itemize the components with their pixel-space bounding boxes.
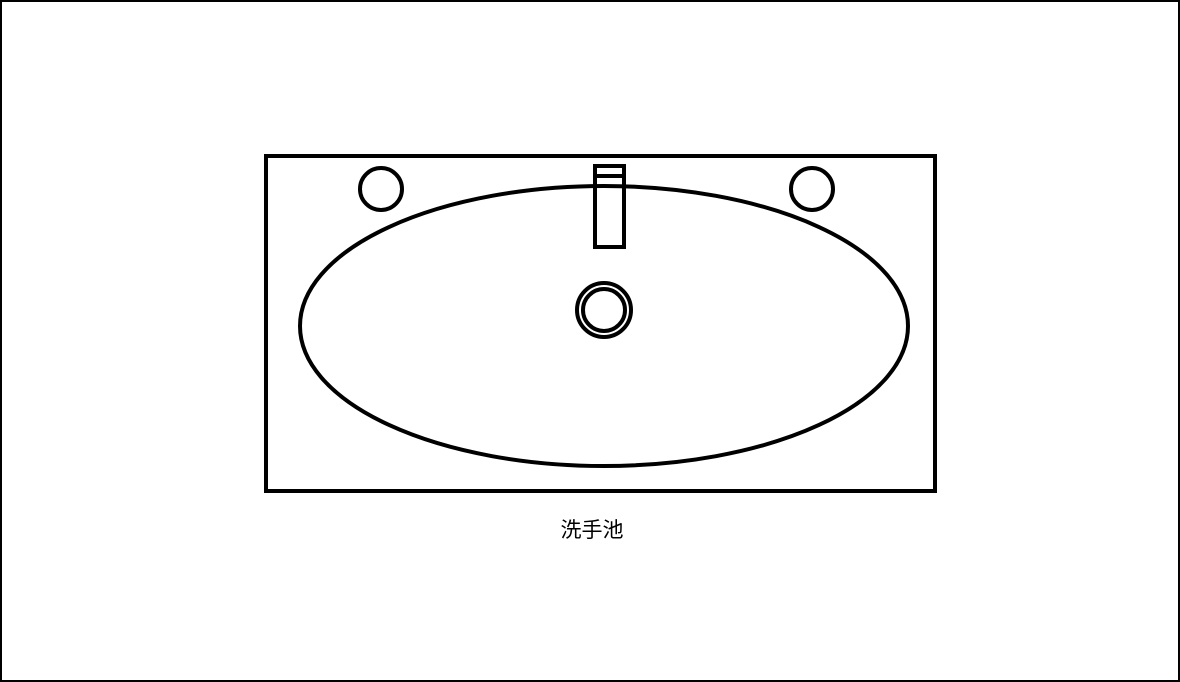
- sink-label: 洗手池: [560, 518, 624, 542]
- basin-bowl: [298, 184, 910, 468]
- drain: [575, 281, 633, 339]
- right-tap-hole: [789, 166, 835, 212]
- countertop-outline: [264, 154, 937, 493]
- faucet-spout: [593, 164, 626, 249]
- left-tap-hole: [358, 166, 404, 212]
